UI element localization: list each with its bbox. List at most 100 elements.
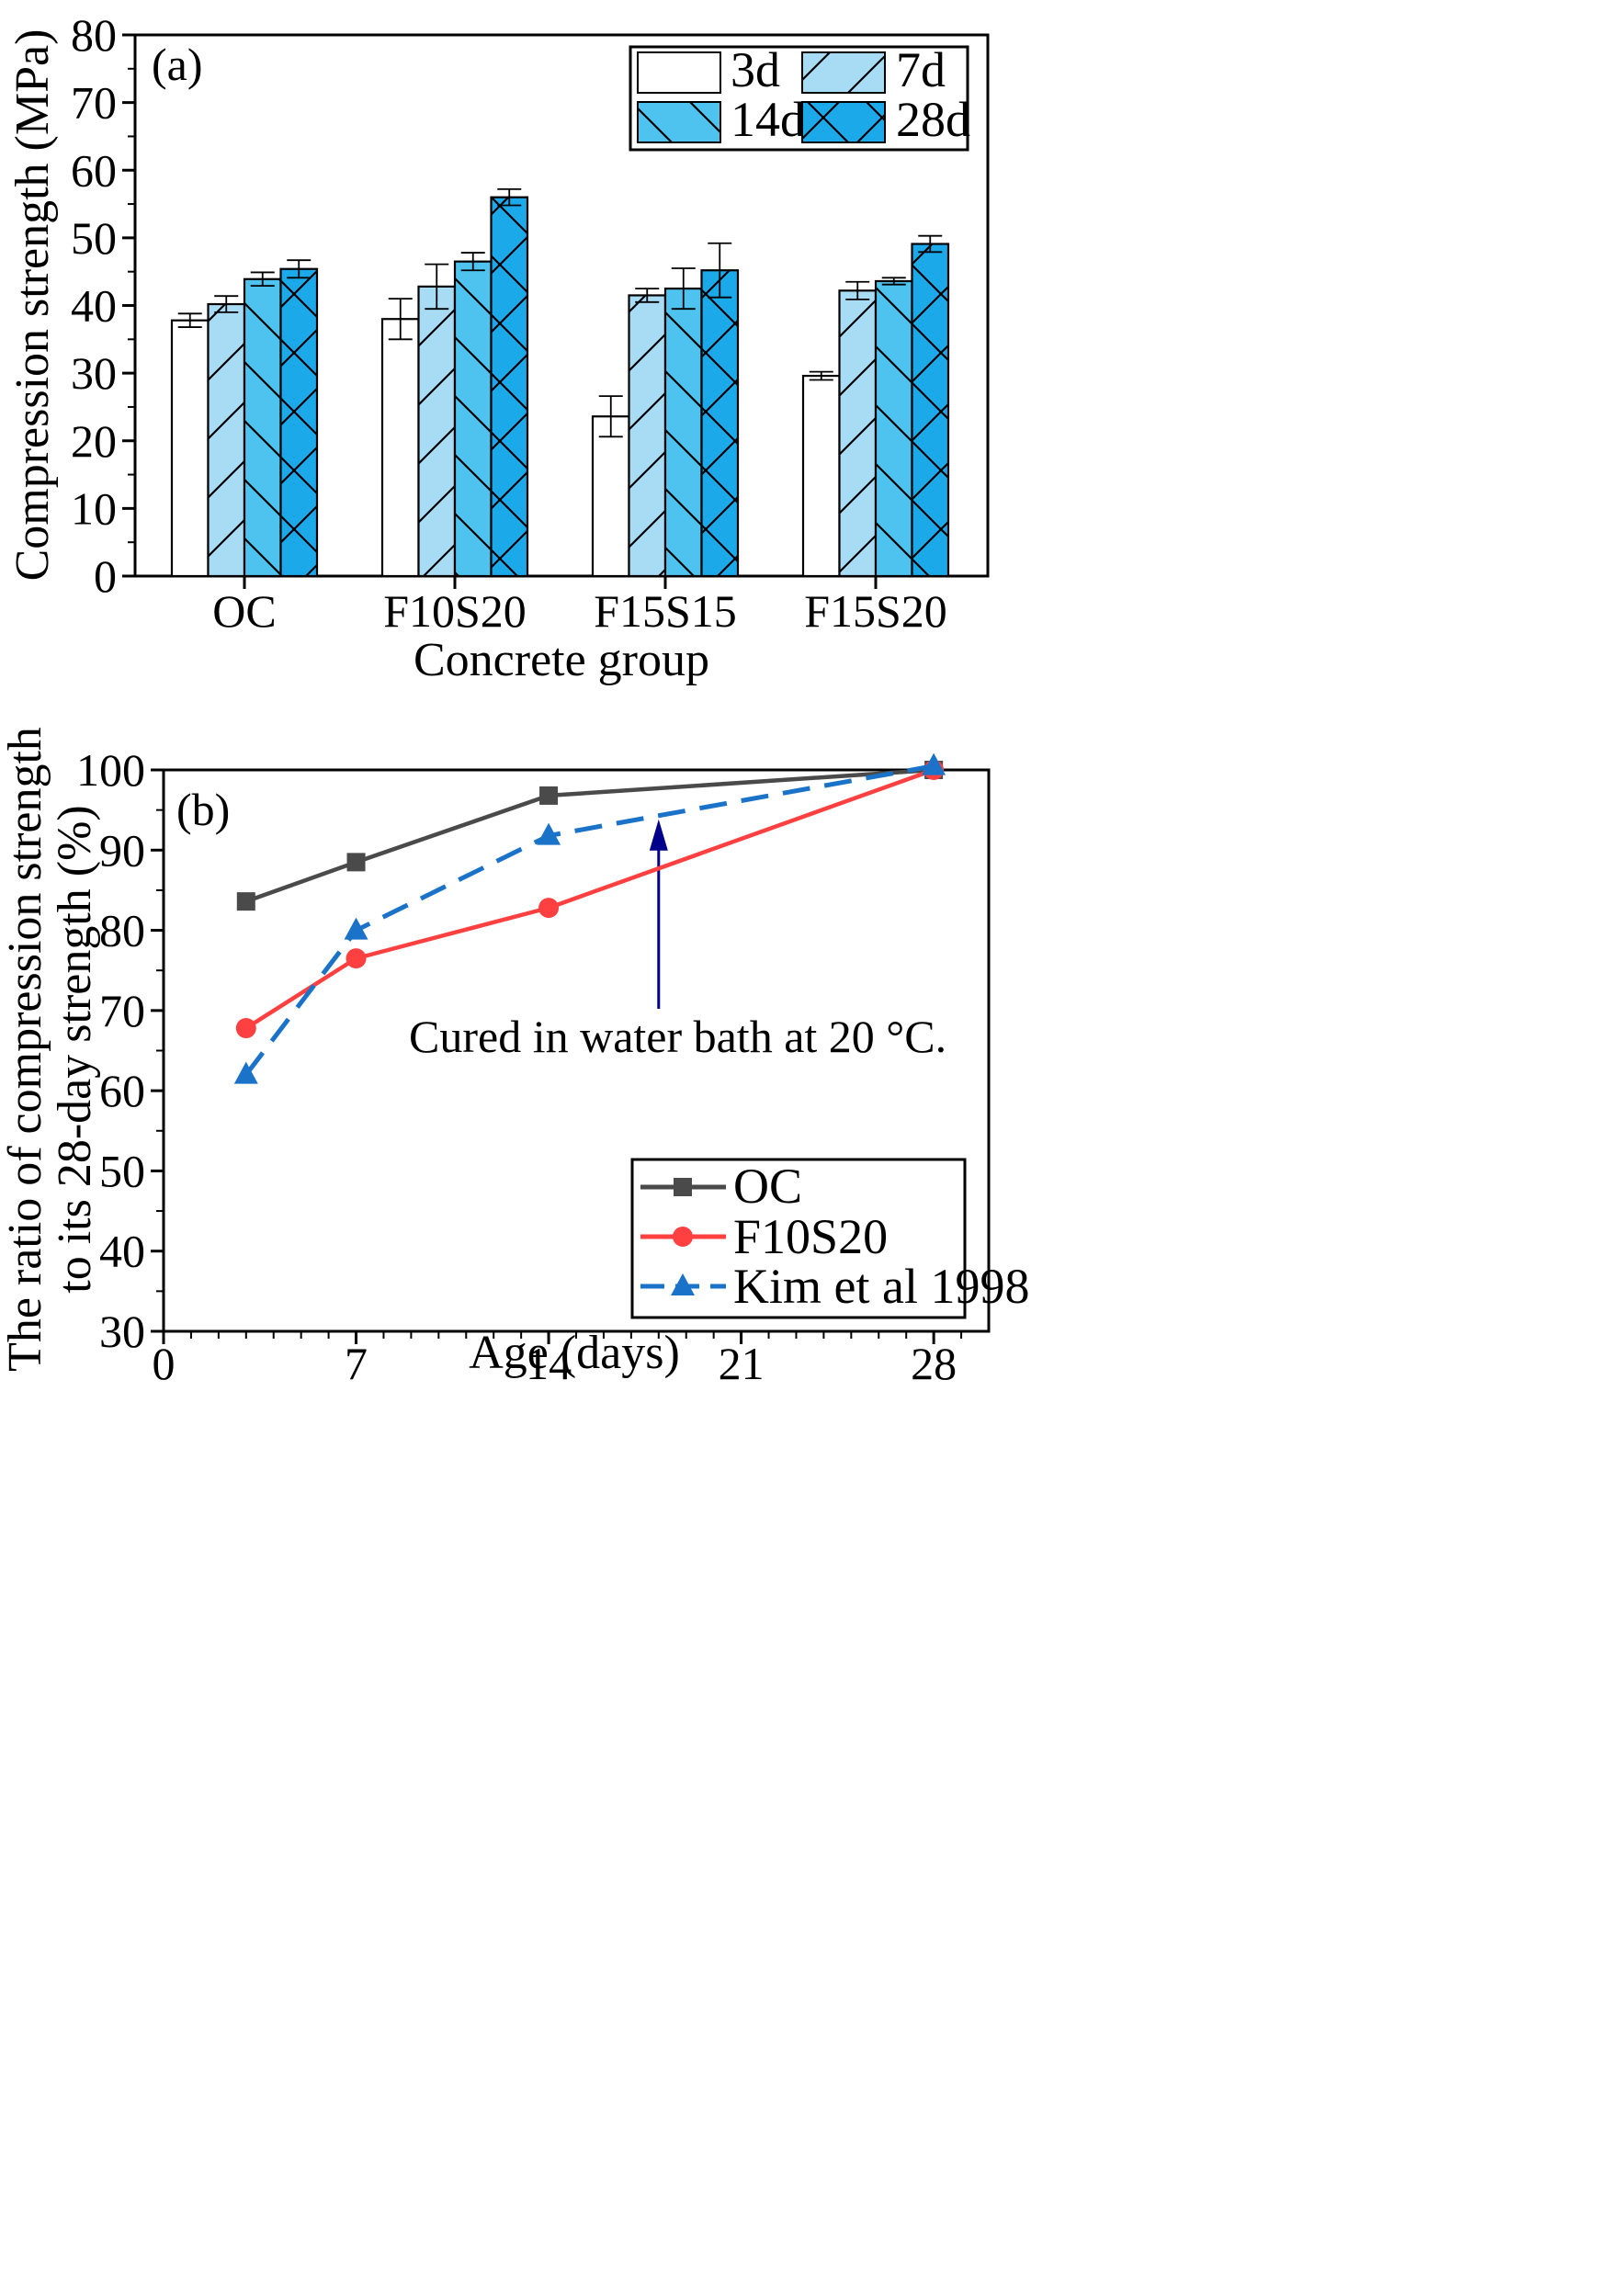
legend-item-kim-et-al-1998 xyxy=(640,1273,726,1295)
series-line-oc xyxy=(245,767,935,904)
y-tick-label: 50 xyxy=(99,1145,145,1196)
bar-fill xyxy=(382,319,419,576)
error-bar-f15s20-3d xyxy=(809,370,833,381)
y-tick-label: 60 xyxy=(71,144,117,196)
bar-hatch xyxy=(912,243,948,576)
series-line-f10s20 xyxy=(244,767,935,1030)
legend-label-7d: 7d xyxy=(896,42,946,97)
legend-item-14d: 14d xyxy=(637,92,805,147)
bar-hatch xyxy=(455,261,492,576)
bar-hatch xyxy=(665,288,702,576)
legend-item-f10s20 xyxy=(640,1227,726,1247)
bar-fill xyxy=(593,416,629,576)
x-tick-label-f15s20: F15S20 xyxy=(804,585,947,637)
panel-a-x-axis: OC F10S20 F15S15 F15S20 xyxy=(212,576,947,637)
panel-b-y-axis-title-line1: The ratio of compression strength xyxy=(0,727,51,1372)
error-bar-f15s15-7d xyxy=(635,288,660,303)
panel-b-x-axis: 0 7 14 21 28 xyxy=(153,1331,963,1389)
panel-b-line-chart: 30 40 50 60 70 80 90 100 0 7 14 21 28 (b) Cured in … xyxy=(0,727,1029,1389)
error-bar-f10s20-7d xyxy=(425,263,449,311)
panel-b-x-axis-title: Age (days) xyxy=(469,1327,680,1379)
legend-marker-oc xyxy=(674,1178,692,1196)
bar-hatch xyxy=(491,197,527,576)
y-tick-label: 70 xyxy=(99,985,145,1036)
bar-oc-3d xyxy=(170,319,210,578)
bar-f10s20-28d xyxy=(490,196,529,578)
legend-item-oc xyxy=(640,1178,726,1196)
x-tick-label-f10s20: F10S20 xyxy=(383,585,527,637)
x-tick-label-f15s15: F15S15 xyxy=(594,585,737,637)
error-bar-f15s20-28d xyxy=(918,234,943,254)
data-point-f10s20-7 xyxy=(346,948,367,969)
bar-hatch xyxy=(244,278,281,576)
bar-f15s20-3d xyxy=(801,374,841,578)
legend-label-28d: 28d xyxy=(896,92,970,147)
bar-f15s15-3d xyxy=(591,415,630,578)
data-point-f10s20-14 xyxy=(538,898,560,919)
legend-item-7d: 7d xyxy=(801,42,946,97)
x-tick-label-oc: OC xyxy=(212,585,276,637)
panel-b-series xyxy=(233,752,946,1084)
legend-marker-kim-et-al-1998 xyxy=(671,1273,695,1295)
bar-oc-28d xyxy=(279,267,319,578)
y-tick-label: 90 xyxy=(99,824,145,876)
x-tick-label: 14 xyxy=(526,1338,572,1389)
panel-b-legend: OC F10S20 Kim et al 1998 xyxy=(630,1158,1029,1319)
data-point-kim-et-al-1998-3 xyxy=(233,1061,258,1084)
y-tick-label: 40 xyxy=(99,1226,145,1277)
bar-hatch xyxy=(876,280,912,576)
legend-hatch-7d xyxy=(801,51,886,94)
bar-oc-7d xyxy=(207,302,246,578)
y-tick-label: 20 xyxy=(71,415,117,467)
bar-f15s15-28d xyxy=(700,269,740,578)
x-tick-label: 21 xyxy=(719,1338,765,1389)
legend-item-3d: 3d xyxy=(637,42,780,97)
panel-a-bars xyxy=(170,187,950,578)
y-tick-label: 80 xyxy=(99,905,145,956)
data-point-kim-et-al-1998-7 xyxy=(344,917,368,940)
bar-f10s20-7d xyxy=(417,285,457,578)
error-bar-f15s15-14d xyxy=(671,267,696,311)
bar-hatch xyxy=(629,295,665,576)
error-bar-f10s20-14d xyxy=(460,252,485,272)
bar-fill xyxy=(803,376,840,576)
panel-a-bar-chart: 0 10 20 30 40 50 60 70 80 OC F10S20 F15S15 F15S20 (… xyxy=(6,9,990,686)
bar-f15s20-28d xyxy=(911,243,950,578)
error-bar-f15s15-28d xyxy=(708,242,732,299)
y-tick-label: 60 xyxy=(99,1065,145,1116)
data-point-kim-et-al-1998-28 xyxy=(922,752,946,775)
x-tick-label: 28 xyxy=(911,1338,957,1389)
annotation-text: Cured in water bath at 20 °C. xyxy=(409,1011,946,1062)
bar-oc-14d xyxy=(243,277,282,578)
panel-a-y-axis-title: Compression strength (MPa) xyxy=(6,29,59,582)
legend-label-f10s20: F10S20 xyxy=(733,1209,888,1264)
legend-label-oc: OC xyxy=(733,1159,802,1214)
annotation-arrow xyxy=(649,819,668,1009)
bar-hatch xyxy=(839,290,876,576)
error-bar-oc-3d xyxy=(177,312,202,328)
bar-hatch xyxy=(280,268,317,576)
error-bar-f10s20-28d xyxy=(497,187,522,207)
legend-marker-f10s20 xyxy=(673,1227,693,1247)
panel-b-label: (b) xyxy=(176,784,230,835)
error-bar-oc-28d xyxy=(287,259,312,279)
data-point-kim-et-al-1998-14 xyxy=(537,822,561,845)
error-bar-oc-14d xyxy=(250,271,275,288)
x-tick-label: 0 xyxy=(153,1338,176,1389)
panel-a-y-axis: 0 10 20 30 40 50 60 70 80 xyxy=(71,9,135,602)
y-tick-label: 30 xyxy=(99,1306,145,1357)
y-tick-label: 30 xyxy=(71,347,117,399)
legend-label-3d: 3d xyxy=(731,42,780,97)
bar-f15s20-14d xyxy=(874,279,913,578)
panel-b-y-axis: 30 40 50 60 70 80 90 100 xyxy=(76,744,164,1357)
legend-hatch-14d xyxy=(637,101,721,143)
bar-f15s20-7d xyxy=(838,289,878,578)
y-tick-label: 40 xyxy=(71,280,117,332)
annotation-arrow-head xyxy=(649,819,668,851)
panel-a-x-axis-title: Concrete group xyxy=(414,634,709,686)
panel-a-label: (a) xyxy=(152,39,203,90)
y-tick-label: 50 xyxy=(71,212,117,264)
data-point-f10s20-3 xyxy=(235,1018,256,1039)
bar-f15s15-14d xyxy=(663,287,703,578)
